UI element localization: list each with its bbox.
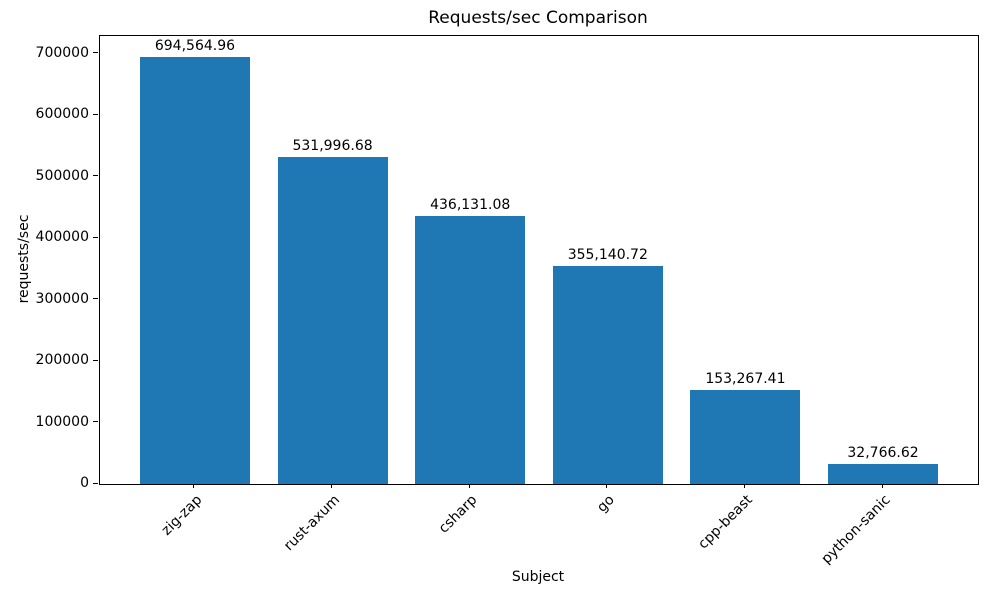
x-tick-mark	[606, 484, 608, 488]
y-tick-mark	[93, 298, 98, 300]
x-tick-label: python-sanic	[818, 492, 894, 568]
bars-layer: 694,564.96 531,996.68 436,131.08 355,140.72…	[100, 36, 978, 484]
x-tick-label: csharp	[435, 492, 481, 537]
x-tick-label: zig-zap	[158, 492, 206, 539]
bar	[139, 57, 250, 484]
y-tick-mark	[93, 52, 98, 54]
x-tick-mark	[331, 484, 333, 488]
x-tick-mark	[743, 484, 745, 488]
bar-value-label: 32,766.62	[847, 444, 919, 461]
y-tick-mark	[93, 421, 98, 423]
bar-value-label: 694,564.96	[154, 38, 236, 55]
bar	[277, 157, 388, 484]
bar-value-label: 355,140.72	[567, 246, 648, 263]
y-tick-label: 300000	[35, 290, 89, 307]
bar-value-label: 436,131.08	[430, 197, 511, 214]
chart-title: Requests/sec Comparison	[428, 8, 648, 28]
y-tick-mark	[93, 113, 98, 115]
y-tick-label: 100000	[35, 413, 89, 430]
x-tick-label: rust-axum	[280, 492, 343, 555]
plot-area: 694,564.96 531,996.68 436,131.08 355,140.72…	[99, 35, 979, 485]
bar	[552, 265, 663, 484]
y-tick-mark	[93, 359, 98, 361]
x-tick-label: go	[594, 492, 619, 516]
x-tick-mark	[881, 484, 883, 488]
x-tick-mark	[468, 484, 470, 488]
x-tick-mark	[193, 484, 195, 488]
bar	[415, 216, 526, 484]
y-tick-label: 700000	[35, 44, 89, 61]
y-tick-label: 200000	[35, 352, 89, 369]
bar-value-label: 153,267.41	[705, 370, 786, 387]
y-tick-mark	[93, 175, 98, 177]
y-tick-label: 0	[80, 475, 89, 491]
y-tick-mark	[93, 236, 98, 238]
bar-value-label: 531,996.68	[292, 138, 373, 155]
x-tick-label: cpp-beast	[695, 492, 756, 553]
x-axis-label: Subject	[511, 569, 565, 585]
y-tick-mark	[93, 482, 98, 484]
y-tick-label: 400000	[35, 229, 89, 246]
bar	[690, 389, 801, 484]
bar	[827, 463, 939, 484]
y-tick-label: 600000	[35, 106, 89, 123]
y-tick-label: 500000	[35, 167, 89, 184]
x-axis: zig-zap rust-axum csharp go cpp-beast python-…	[99, 484, 977, 596]
y-axis: 0 100000 200000 300000 400000 500000 600000 700…	[0, 35, 98, 491]
